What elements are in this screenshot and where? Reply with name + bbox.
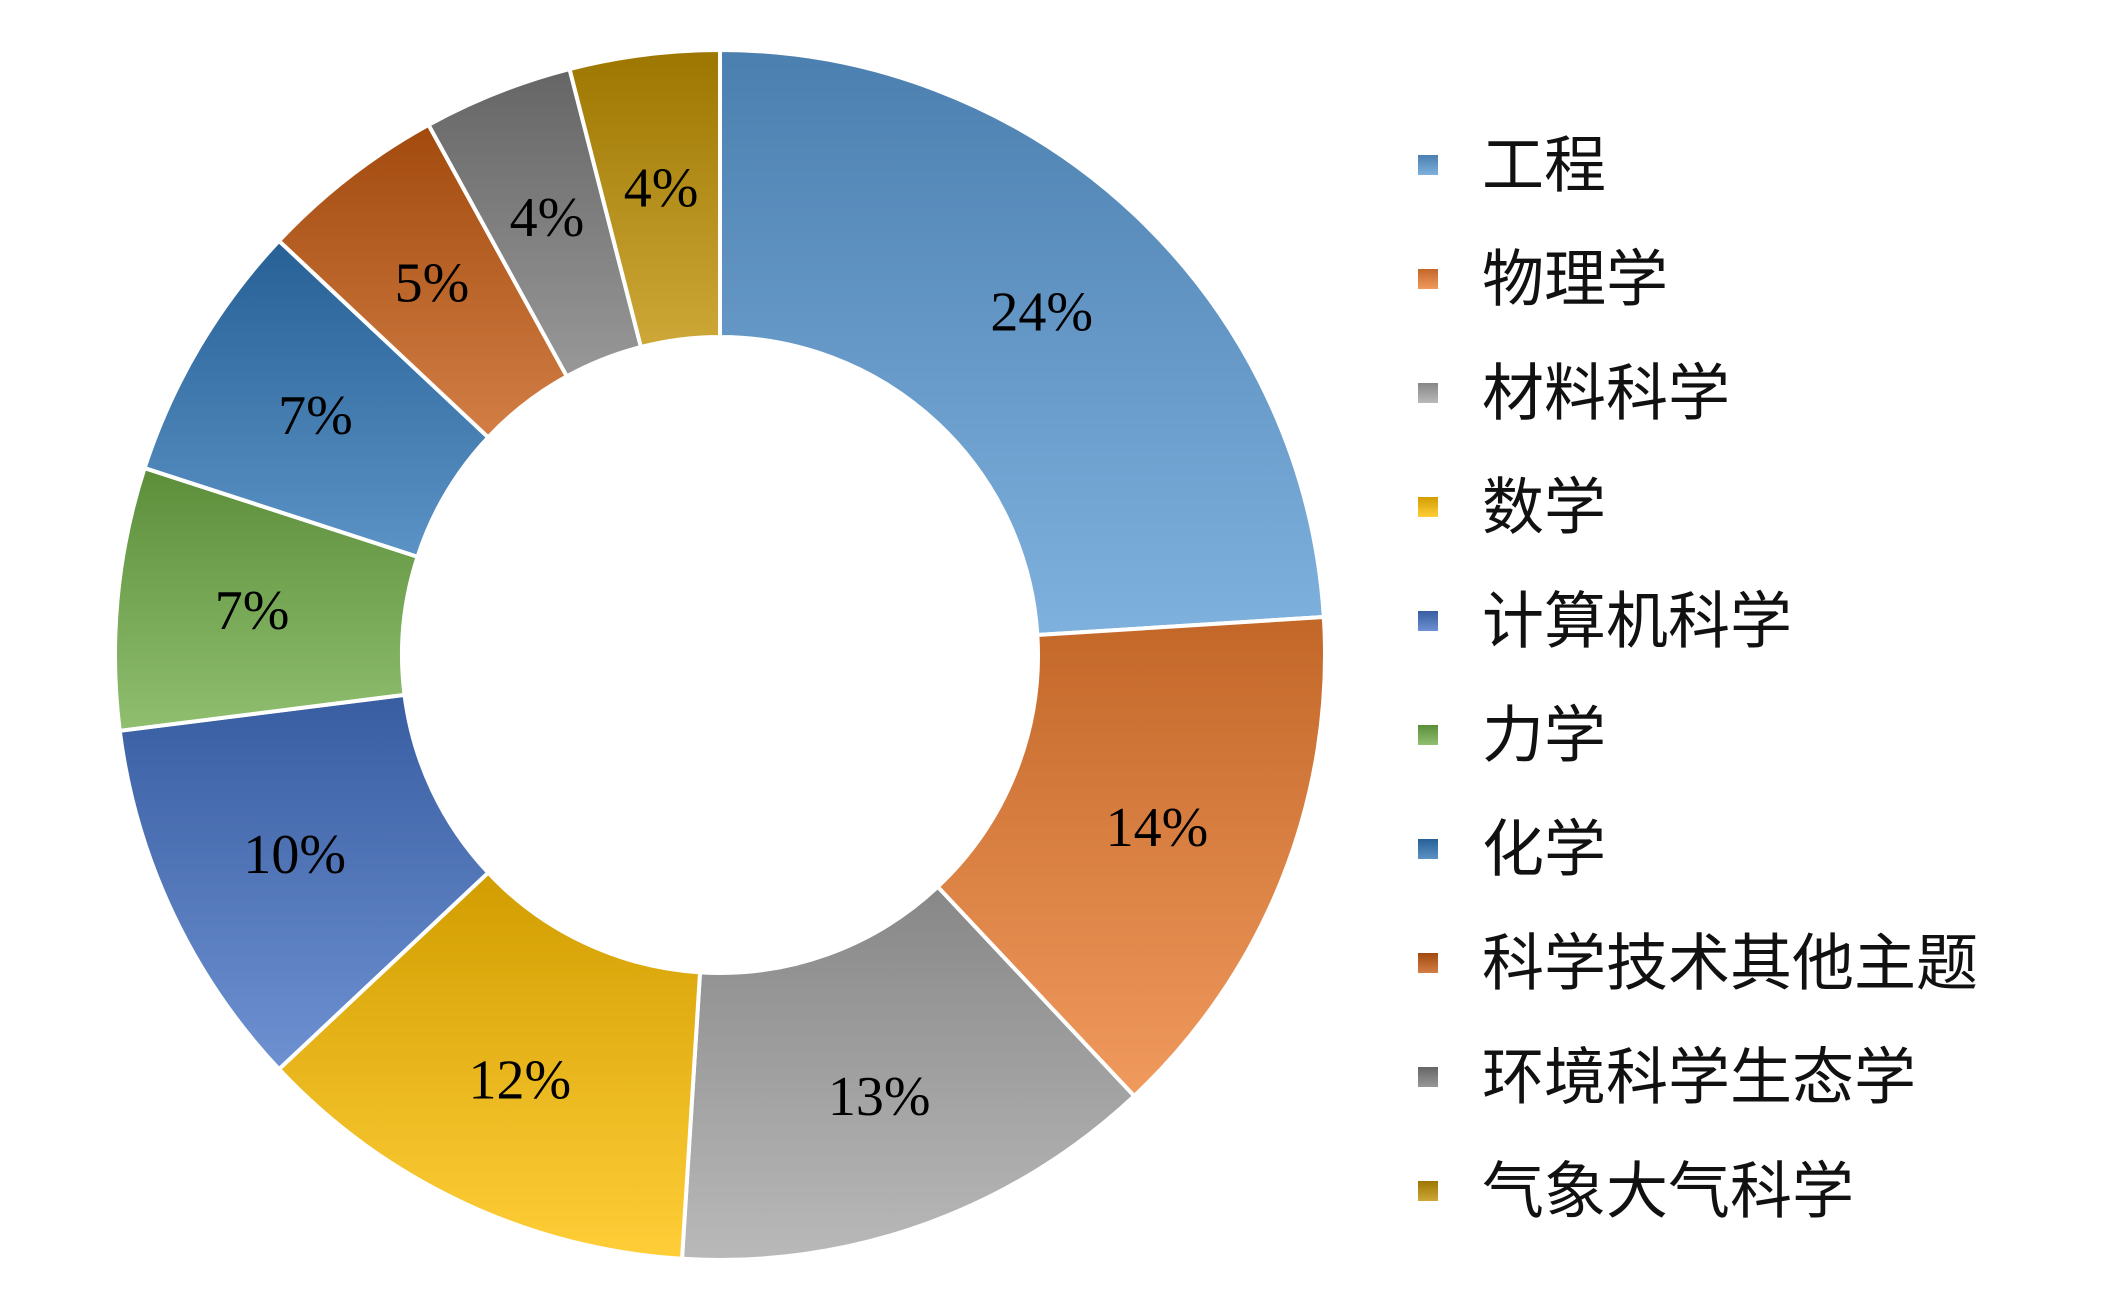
- legend-swatch-9: [1418, 1067, 1438, 1087]
- legend-swatch-4: [1418, 497, 1438, 517]
- slice-10: [567, 47, 722, 350]
- legend-swatch-6: [1418, 725, 1438, 745]
- slice-label-5: 10%: [243, 824, 346, 886]
- slice-label-2: 14%: [1106, 797, 1209, 859]
- legend-label-10: 气象大气科学: [1482, 1155, 1854, 1228]
- slice-1: [718, 47, 1326, 638]
- slice-2: [934, 614, 1327, 1099]
- slice-4: [276, 869, 703, 1261]
- legend-label-2: 物理学: [1482, 243, 1668, 316]
- legend-label-4: 数学: [1482, 471, 1606, 544]
- legend-swatch-2: [1418, 269, 1438, 289]
- legend-label-5: 计算机科学: [1482, 585, 1792, 658]
- slice-labels-layer: 24% 14% 13% 12% 10% 7% 7% 5% 4% 4%: [215, 158, 1209, 1129]
- legend-label-6: 力学: [1482, 699, 1606, 772]
- legend-label-7: 化学: [1482, 813, 1606, 886]
- slice-label-6: 7%: [215, 580, 290, 642]
- slice-5: [117, 692, 492, 1072]
- slice-label-1: 24%: [990, 281, 1093, 343]
- slice-label-9: 4%: [510, 187, 585, 249]
- slice-label-10: 4%: [624, 158, 699, 220]
- slices-layer: [113, 47, 1327, 1263]
- legend-label-8: 科学技术其他主题: [1482, 927, 1978, 1000]
- legend: 工程物理学材料科学数学计算机科学力学化学科学技术其他主题环境科学生态学气象大气科…: [1418, 129, 1978, 1228]
- legend-swatch-7: [1418, 839, 1438, 859]
- legend-label-9: 环境科学生态学: [1482, 1041, 1916, 1114]
- slice-label-7: 7%: [278, 385, 353, 447]
- slice-label-8: 5%: [395, 253, 470, 315]
- slice-label-3: 13%: [828, 1066, 931, 1128]
- legend-swatch-8: [1418, 953, 1438, 973]
- legend-swatch-10: [1418, 1181, 1438, 1201]
- legend-swatch-3: [1418, 383, 1438, 403]
- legend-swatch-1: [1418, 155, 1438, 175]
- legend-label-3: 材料科学: [1482, 357, 1730, 430]
- legend-swatch-5: [1418, 611, 1438, 631]
- slice-3: [679, 883, 1137, 1263]
- legend-label-1: 工程: [1482, 129, 1606, 202]
- slice-label-4: 12%: [469, 1049, 572, 1111]
